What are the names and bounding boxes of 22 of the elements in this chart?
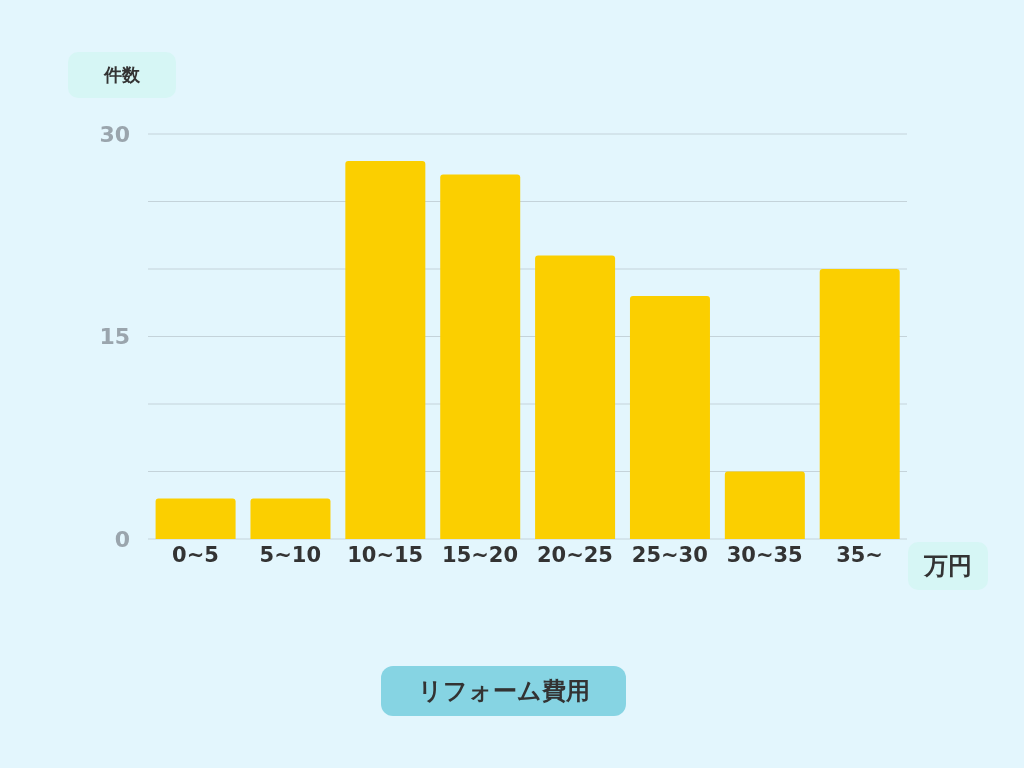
y-axis-title: 件数 <box>68 52 176 98</box>
bar <box>155 498 236 539</box>
bar <box>345 161 426 539</box>
bar <box>535 255 616 539</box>
bar <box>440 174 521 539</box>
bar <box>629 296 710 539</box>
bar <box>819 269 900 539</box>
x-tick-label: 30~35 <box>726 542 803 567</box>
bar <box>250 498 331 539</box>
x-tick-label: 15~20 <box>442 542 519 567</box>
bar <box>724 471 805 539</box>
x-tick-label: 10~15 <box>347 542 424 567</box>
x-axis-title: リフォーム費用 <box>381 666 626 716</box>
y-tick-label: 15 <box>99 324 130 350</box>
x-tick-label: 25~30 <box>631 542 708 567</box>
x-tick-label: 0~5 <box>172 542 219 567</box>
x-tick-label: 35~ <box>836 542 883 567</box>
y-tick-label: 30 <box>99 121 130 147</box>
y-tick-label: 0 <box>114 526 130 552</box>
x-tick-label: 20~25 <box>536 542 613 567</box>
x-tick-label: 5~10 <box>259 542 322 567</box>
text: 万円 <box>908 542 988 590</box>
